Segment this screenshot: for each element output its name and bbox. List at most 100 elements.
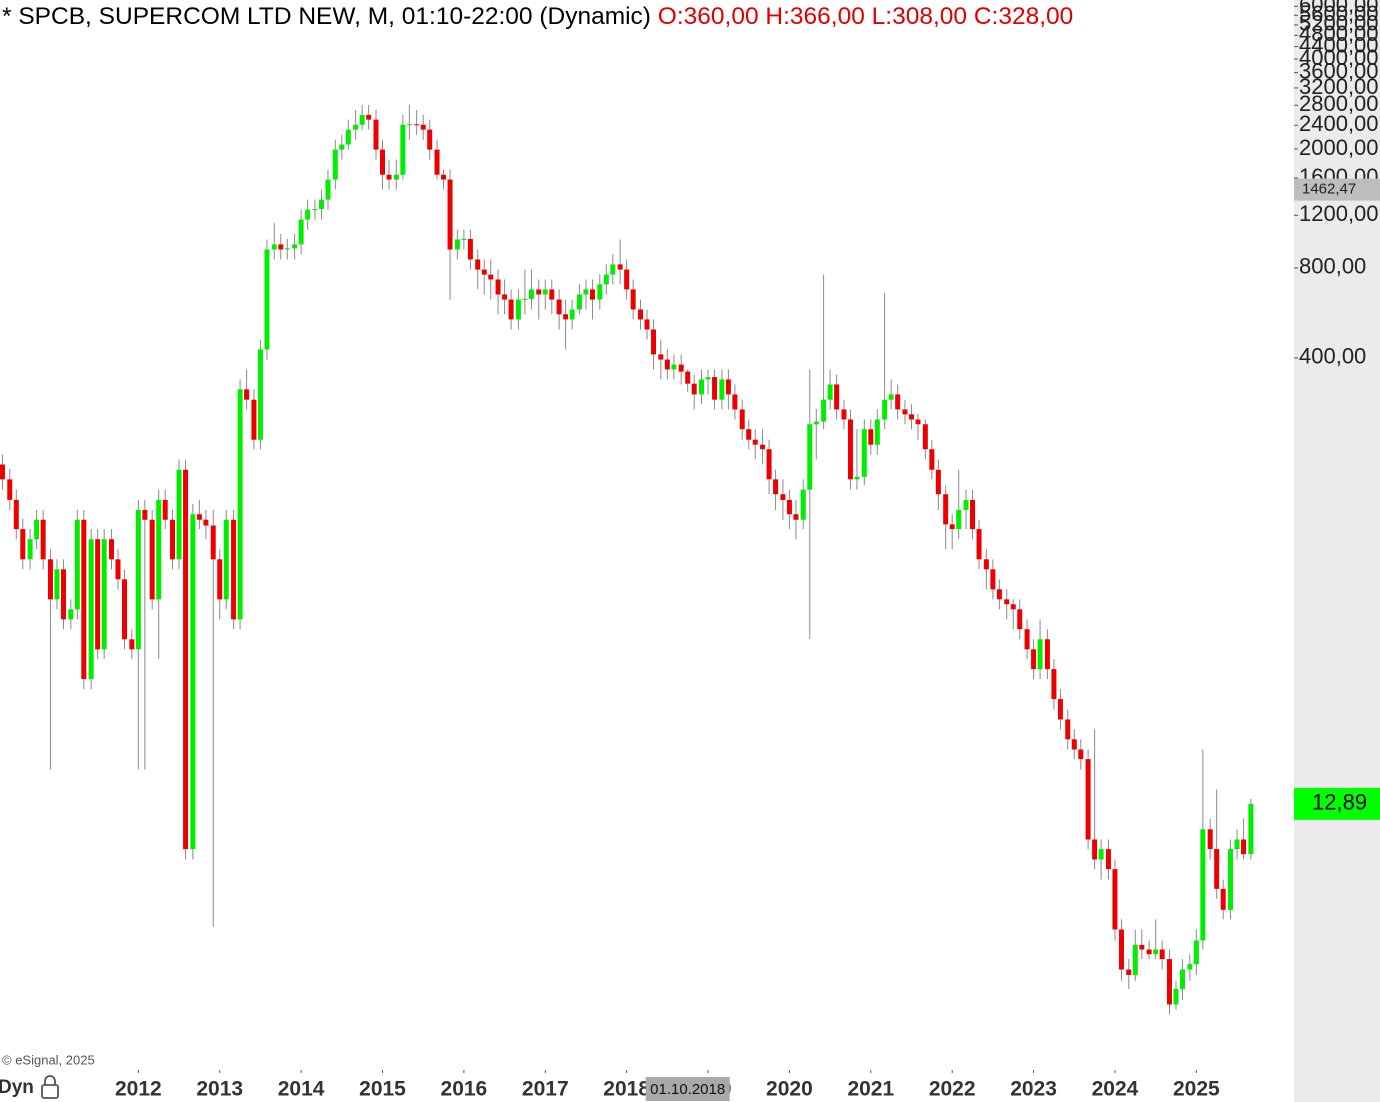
candle-body: [475, 259, 481, 270]
y-tick-label: 3600,00: [1299, 58, 1379, 83]
hover-high: H:366,00: [765, 3, 865, 30]
candle-body: [1118, 929, 1124, 970]
candle-body: [95, 539, 101, 650]
candle-body: [528, 289, 534, 299]
candle-body: [231, 519, 237, 620]
candle-body: [515, 299, 521, 320]
candle-body: [1207, 829, 1213, 850]
candle-body: [406, 124, 412, 126]
hover-open: O:360,00: [657, 3, 759, 30]
candle-body: [996, 589, 1002, 600]
candle-body: [739, 409, 745, 430]
candle-body: [1057, 699, 1063, 720]
candle-body: [122, 579, 128, 640]
crosshair-label: 01.10.2018: [650, 1081, 725, 1098]
candle-body: [27, 539, 33, 560]
candle-body: [1220, 888, 1226, 910]
candle-body: [854, 476, 860, 480]
candle-body: [827, 384, 833, 400]
marker-label: 1462,47: [1302, 181, 1356, 198]
y-tick-label: 6000,00: [1299, 0, 1379, 17]
plot-area: [0, 104, 1254, 1015]
candle-body: [1187, 964, 1193, 970]
candle-body: [345, 129, 351, 145]
candle-body: [956, 509, 962, 530]
candle-body: [1051, 669, 1057, 700]
candle-body: [13, 499, 19, 530]
candle-body: [190, 514, 196, 850]
candle-body: [420, 124, 426, 130]
candle-body: [427, 129, 433, 150]
x-tick-label: 2013: [196, 1078, 243, 1101]
candle-body: [1105, 849, 1111, 870]
x-tick-label: 2014: [278, 1078, 325, 1101]
candle-body: [447, 179, 453, 250]
candle-body: [1153, 949, 1159, 955]
hover-low: L:308,00: [871, 3, 968, 30]
candle-body: [115, 559, 121, 580]
candle-body: [81, 519, 87, 680]
candle-body: [217, 559, 223, 600]
candle-body: [671, 364, 677, 370]
candle-body: [644, 319, 650, 330]
candle-body: [624, 269, 630, 290]
candle-body: [1132, 944, 1138, 976]
candle-body: [481, 269, 487, 275]
candle-body: [156, 499, 162, 600]
candle-body: [813, 421, 819, 425]
candle-body: [685, 371, 691, 384]
candle-body: [495, 279, 501, 295]
candle-body: [908, 414, 914, 420]
y-tick-label: 4800,00: [1299, 21, 1379, 46]
candle-body: [902, 409, 908, 415]
candle-body: [1139, 944, 1145, 950]
candle-body: [699, 379, 705, 395]
y-tick-label: 5600,00: [1299, 1, 1379, 26]
candle-body: [1241, 839, 1247, 855]
x-tick-label: 2020: [766, 1078, 813, 1101]
candle-body: [712, 377, 718, 400]
last-price-box: [1294, 787, 1380, 820]
x-tick-label: 2022: [929, 1078, 976, 1101]
candle-body: [135, 509, 141, 650]
candle-body: [976, 529, 982, 560]
candle-body: [773, 479, 779, 495]
x-tick-label: 2018: [603, 1078, 650, 1101]
candle-body: [597, 284, 603, 300]
mode-label: Dyn: [0, 1077, 34, 1098]
candle-body: [847, 419, 853, 480]
candle-body: [874, 419, 880, 445]
candle-body: [922, 424, 928, 450]
candle-body: [1037, 639, 1043, 670]
x-tick-label: 2012: [115, 1078, 162, 1101]
candle-body: [244, 389, 250, 400]
candle-body: [882, 399, 888, 420]
candle-body: [312, 208, 318, 210]
candle-body: [47, 559, 53, 600]
candle-body: [461, 238, 467, 240]
x-tick-label: 2021: [847, 1078, 894, 1101]
candle-body: [1228, 849, 1234, 910]
candle-body: [1173, 988, 1179, 1005]
candle-body: [821, 399, 827, 422]
candle-body: [34, 519, 40, 540]
candle-body: [393, 174, 399, 180]
candle-body: [467, 238, 473, 260]
candle-body: [760, 444, 766, 450]
candle-body: [1078, 749, 1084, 760]
candle-body: [1092, 839, 1098, 860]
candle-body: [101, 539, 107, 650]
candle-body: [108, 539, 114, 560]
y-tick-label: 3200,00: [1299, 74, 1379, 99]
candle-body: [943, 494, 949, 525]
candle-body: [210, 525, 216, 560]
y-tick-label: 4000,00: [1299, 45, 1379, 70]
last-price-label: 12,89: [1312, 790, 1367, 815]
y-tick-label: 2400,00: [1299, 111, 1379, 136]
candle-body: [60, 569, 66, 620]
candle-body: [400, 124, 406, 175]
candle-body: [780, 494, 786, 500]
y-tick-label: 1200,00: [1299, 201, 1379, 226]
candle-body: [441, 174, 447, 180]
